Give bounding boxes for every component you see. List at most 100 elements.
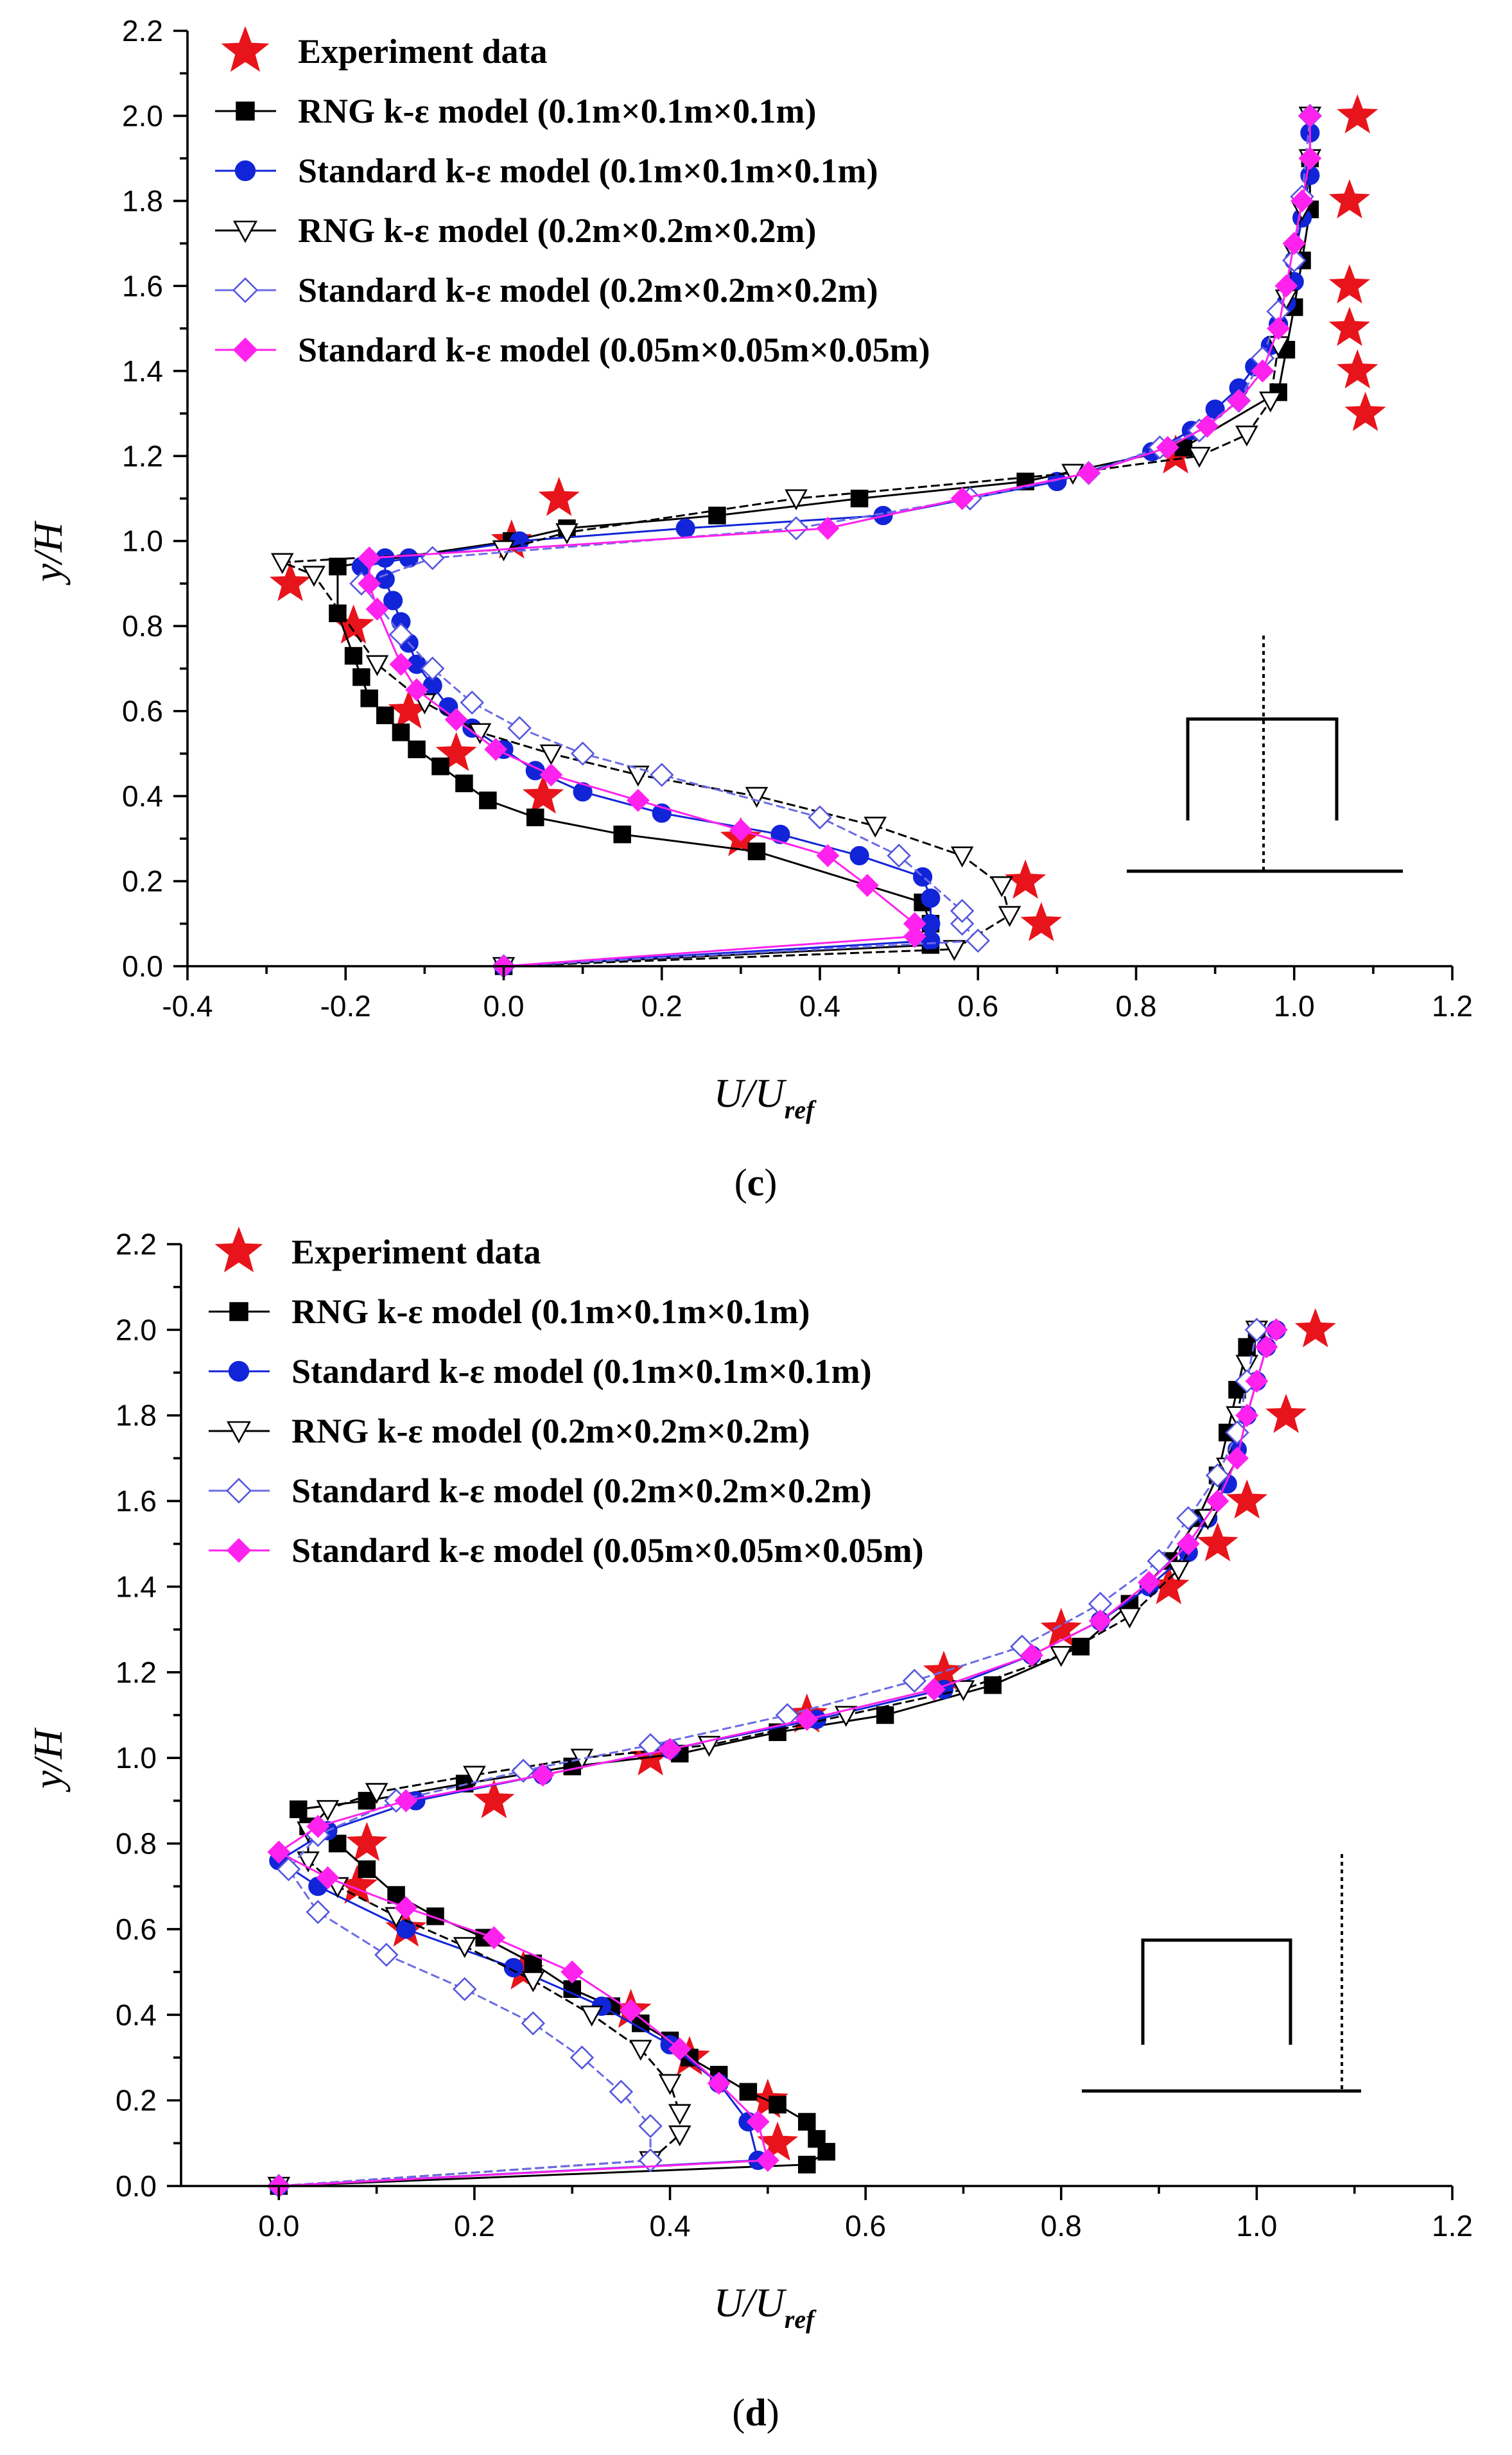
data-point <box>1328 179 1371 219</box>
y-tick-label: 0.0 <box>116 2169 157 2203</box>
data-point <box>374 1943 399 1967</box>
data-point <box>1072 1638 1090 1656</box>
data-point <box>1267 317 1290 340</box>
data-point <box>864 817 887 838</box>
x-axis-label-d: U/Uref <box>714 2280 817 2334</box>
series-line <box>277 1329 1278 2187</box>
y-tick-label: 1.4 <box>122 354 163 388</box>
data-point <box>376 706 394 725</box>
y-tick-label: 0.2 <box>122 865 163 898</box>
data-point <box>1274 274 1298 298</box>
data-point <box>1227 389 1251 413</box>
data-point <box>950 899 975 923</box>
data-point <box>1298 104 1322 128</box>
data-point <box>306 1814 330 1838</box>
data-point <box>707 2072 731 2095</box>
data-point <box>1264 1318 1288 1342</box>
y-tick-label: 0.6 <box>122 695 163 728</box>
data-point <box>1188 446 1211 468</box>
data-point <box>769 2095 786 2114</box>
series-line <box>368 116 1311 967</box>
legend-marker <box>228 1360 250 1382</box>
y-tick-label: 1.4 <box>116 1570 157 1603</box>
x-tick-label: 1.0 <box>1236 2209 1277 2242</box>
data-point <box>1176 1532 1200 1556</box>
y-tick-label: 1.2 <box>116 1656 157 1689</box>
x-tick-label: 0.4 <box>650 2209 691 2242</box>
data-point <box>420 656 445 681</box>
data-point <box>302 566 326 587</box>
inset-building-diagram-c <box>1127 636 1403 873</box>
building-outline <box>1186 717 1339 820</box>
data-point <box>539 763 563 786</box>
y-tick-label: 2.0 <box>122 99 163 132</box>
data-point <box>668 2125 691 2147</box>
data-point <box>511 1758 535 1783</box>
y-tick-label: 1.2 <box>122 439 163 473</box>
legend-marker <box>229 1302 248 1321</box>
legend-marker <box>233 220 257 243</box>
data-point <box>452 1977 477 2002</box>
y-tick-label: 0.6 <box>116 1913 157 1946</box>
legend-item: RNG k-ε model (0.2m×0.2m×0.2m) <box>209 1412 810 1450</box>
y-axis-label-d: y/H <box>25 1727 71 1792</box>
series-line <box>279 1329 1258 2187</box>
data-point <box>463 1765 486 1787</box>
data-point <box>903 912 926 935</box>
legend-label: RNG k-ε model (0.1m×0.1m×0.1m) <box>298 92 817 130</box>
data-point <box>1088 1609 1112 1633</box>
data-point <box>1206 1489 1230 1513</box>
data-point <box>950 912 975 936</box>
legend-marker <box>225 1477 252 1504</box>
legend-label: Experiment data <box>298 32 547 71</box>
legend-marker <box>221 26 270 72</box>
data-point <box>1245 1369 1269 1393</box>
x-tick-label: 1.0 <box>1274 989 1315 1023</box>
data-point <box>1244 1317 1269 1342</box>
data-point <box>816 844 840 867</box>
data-point <box>903 924 926 948</box>
data-point <box>1176 1506 1201 1531</box>
data-point <box>352 668 370 686</box>
data-point <box>808 805 832 829</box>
legend-label: RNG k-ε model (0.2m×0.2m×0.2m) <box>291 1412 810 1450</box>
data-point <box>1005 859 1047 899</box>
data-point <box>1344 392 1386 431</box>
data-point <box>746 2110 770 2133</box>
axes-d: 0.0 0.2 0.4 0.6 0.8 1.0 1.2 0.0 0.2 0.4 0.6 0.8 1.0 1… <box>116 1228 1473 2242</box>
data-point <box>1337 349 1378 389</box>
x-tick-label: 1.2 <box>1432 989 1473 1023</box>
data-point <box>521 1971 545 1993</box>
legend-marker <box>236 101 255 121</box>
chart-panel-c: -0.4 -0.2 0.0 0.2 0.4 0.6 0.8 1.0 1.2 0.0 0.2 0.4 0.… <box>25 14 1473 1204</box>
data-point <box>392 724 410 742</box>
data-point <box>1282 232 1306 256</box>
y-tick-label: 1.8 <box>122 184 163 218</box>
series-5 <box>267 1318 1288 2198</box>
data-point <box>388 622 413 647</box>
plot-area-d <box>266 1308 1336 2198</box>
data-point <box>1282 248 1307 273</box>
chart-panel-d: 0.0 0.2 0.4 0.6 0.8 1.0 1.2 0.0 0.2 0.4 0.6 0.8 1.0 1… <box>25 1226 1473 2434</box>
data-point <box>346 1821 388 1861</box>
data-point <box>770 824 790 844</box>
data-point <box>539 744 563 766</box>
data-point <box>887 844 911 868</box>
data-point <box>473 1779 515 1819</box>
legend-label: Standard k-ε model (0.1m×0.1m×0.1m) <box>298 152 878 190</box>
y-tick-label: 2.2 <box>122 14 163 48</box>
data-point <box>383 591 403 611</box>
data-point <box>460 690 484 715</box>
data-point <box>360 690 378 707</box>
x-tick-label: 0.0 <box>483 989 525 1023</box>
legend-label: Standard k-ε model (0.05m×0.05m×0.05m) <box>291 1531 924 1570</box>
data-point <box>1020 902 1062 942</box>
data-point <box>358 1860 376 1878</box>
series-line <box>279 1330 1258 2187</box>
legend-item: Standard k-ε model (0.1m×0.1m×0.1m) <box>215 152 878 190</box>
legend-marker <box>234 160 256 182</box>
data-point <box>855 874 879 898</box>
data-point <box>808 2130 826 2148</box>
legend-item: RNG k-ε model (0.2m×0.2m×0.2m) <box>215 211 817 250</box>
